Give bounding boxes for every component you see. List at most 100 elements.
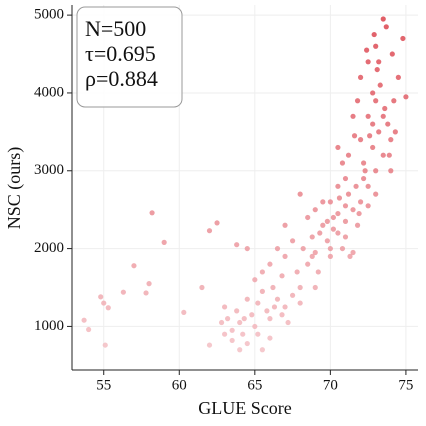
point (252, 323, 258, 330)
point (354, 222, 361, 228)
point (347, 253, 353, 259)
point (380, 152, 386, 158)
annotation: ρ=0.884 (85, 66, 158, 91)
point (320, 222, 326, 228)
point (330, 214, 336, 221)
point (86, 326, 92, 333)
point (214, 220, 220, 226)
point (324, 218, 330, 224)
point (206, 228, 213, 234)
point (370, 121, 376, 127)
point (149, 210, 155, 216)
point (143, 290, 149, 296)
point (327, 245, 333, 252)
point (365, 203, 371, 209)
point (351, 133, 358, 139)
point (255, 331, 261, 337)
point (312, 284, 318, 291)
point (376, 129, 382, 135)
point (101, 300, 107, 306)
legend-box (76, 6, 183, 108)
point (241, 316, 247, 322)
point (380, 16, 386, 22)
x-tick-label: 75 (398, 377, 413, 393)
point (249, 312, 255, 318)
point (330, 226, 336, 232)
point (252, 277, 258, 283)
point (380, 113, 386, 119)
point (282, 222, 288, 228)
point (383, 24, 389, 30)
point (350, 113, 356, 119)
point (353, 183, 359, 189)
y-tick-label: 5000 (34, 7, 64, 23)
point (240, 331, 246, 337)
point (362, 168, 368, 174)
x-tick-label: 70 (323, 377, 338, 393)
point (361, 160, 367, 166)
point (336, 195, 343, 201)
point (199, 284, 205, 291)
point (285, 319, 291, 326)
point (388, 137, 394, 143)
point (309, 234, 315, 240)
point (229, 337, 235, 344)
point (385, 121, 391, 127)
point (81, 317, 87, 323)
point (259, 288, 265, 294)
point (370, 144, 376, 151)
point (327, 253, 333, 259)
point (392, 129, 398, 135)
point (98, 294, 104, 300)
point (350, 249, 356, 256)
point (357, 74, 364, 80)
point (335, 230, 341, 236)
point (342, 218, 349, 224)
point (357, 137, 364, 143)
point (345, 152, 352, 158)
point (342, 175, 349, 182)
point (206, 342, 213, 348)
point (229, 327, 235, 333)
point (297, 284, 303, 291)
point (294, 269, 300, 275)
point (345, 191, 352, 197)
point (297, 191, 303, 197)
point (120, 289, 126, 295)
point (356, 210, 362, 217)
point (102, 342, 108, 348)
point (373, 168, 379, 174)
point (279, 273, 285, 279)
point (365, 59, 371, 65)
point (327, 199, 333, 205)
point (391, 98, 397, 104)
point (181, 309, 187, 316)
y-tick-label: 2000 (34, 240, 64, 256)
point (320, 199, 326, 205)
point (312, 207, 318, 213)
point (146, 281, 152, 287)
axes: 55 60 65 70 75 1000 2000 3000 4000 5000 (34, 5, 418, 393)
point (403, 94, 409, 100)
point (373, 43, 379, 49)
point (289, 292, 296, 298)
point (244, 296, 250, 302)
point (342, 234, 349, 240)
point (255, 300, 261, 306)
point (365, 183, 371, 189)
annotation: τ=0.695 (85, 41, 156, 66)
point (324, 238, 330, 244)
point (354, 98, 361, 104)
point (335, 210, 341, 217)
point (225, 316, 231, 322)
point (367, 133, 373, 139)
point (267, 261, 273, 267)
point (222, 304, 228, 310)
point (264, 308, 270, 314)
point (270, 284, 276, 291)
point (309, 253, 315, 259)
point (131, 263, 137, 269)
point (300, 245, 306, 252)
point (382, 105, 388, 112)
